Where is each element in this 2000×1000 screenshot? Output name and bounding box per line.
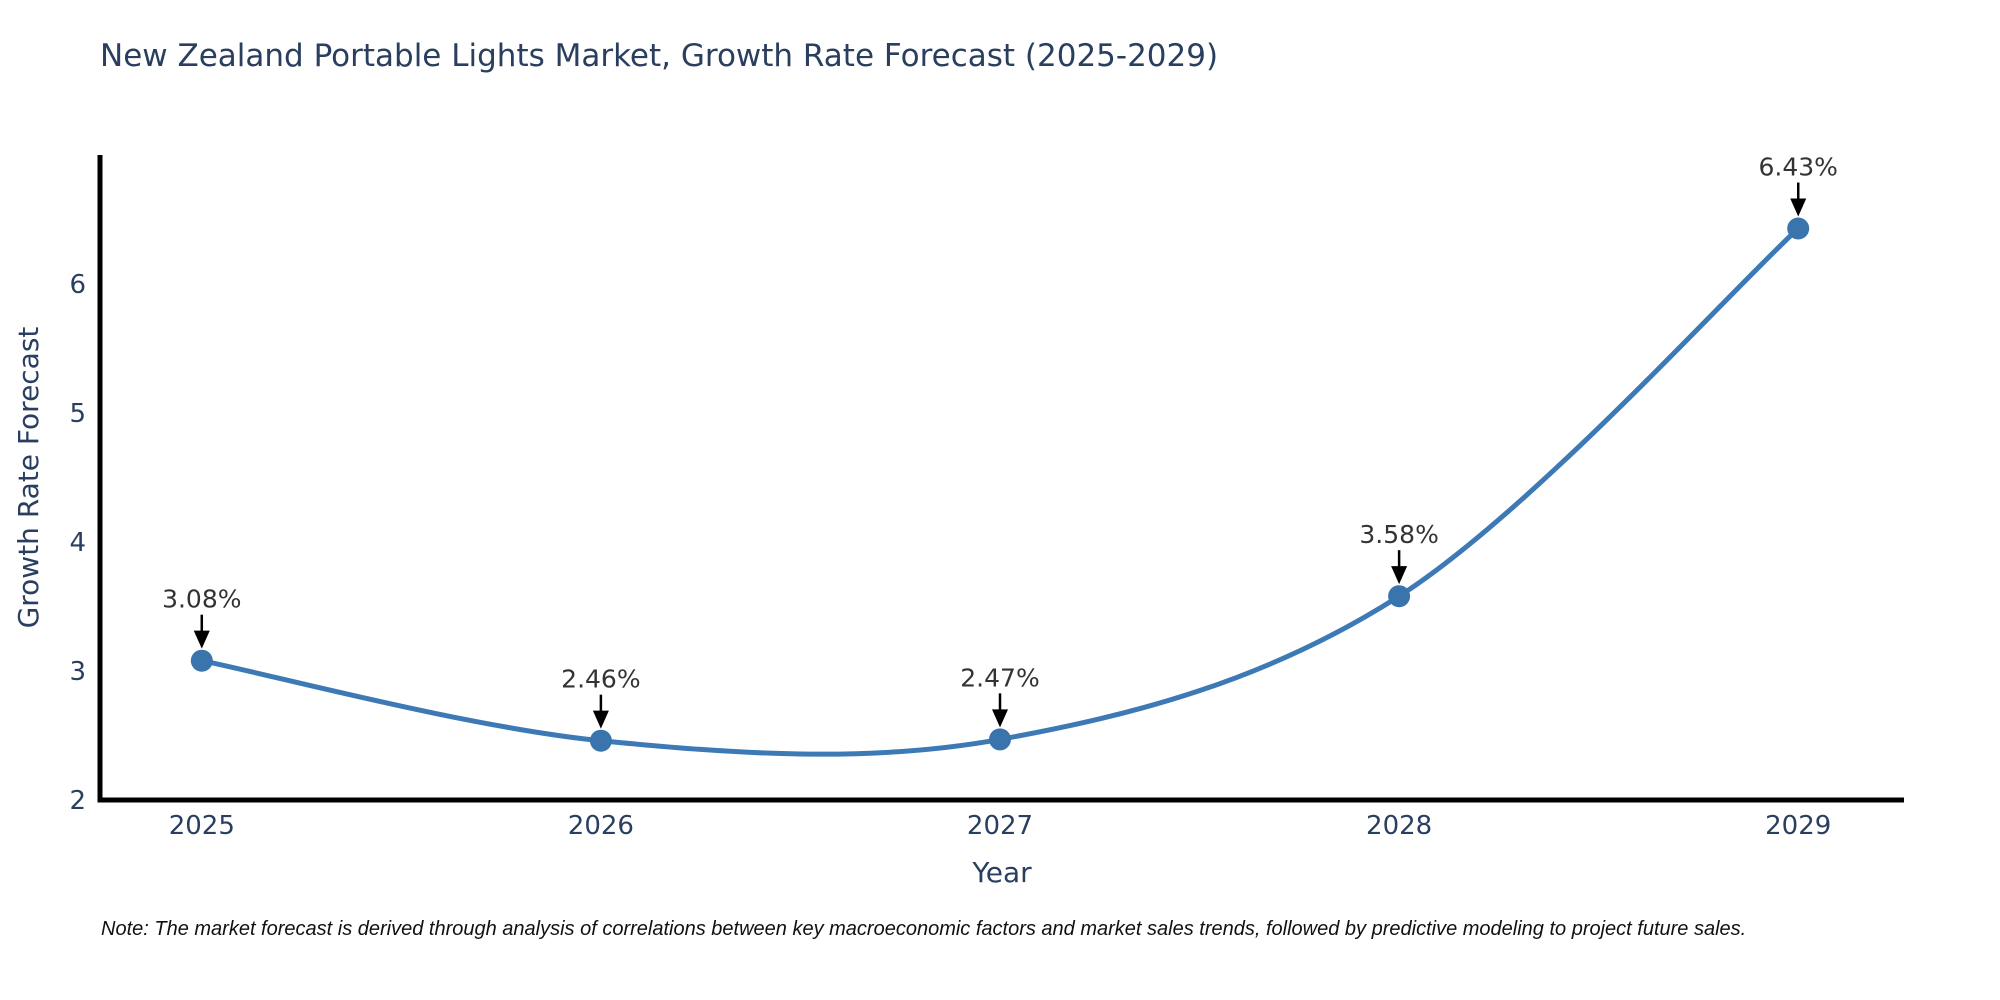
y-tick-label: 4 (69, 528, 86, 558)
x-tick-label: 2026 (568, 811, 634, 841)
axis-lines (97, 155, 1904, 803)
annotation-label: 3.58% (1359, 520, 1438, 549)
y-tick-label: 5 (69, 399, 86, 429)
data-point-marker (589, 729, 612, 752)
annotation-label: 2.46% (561, 665, 640, 694)
x-tick-label: 2029 (1765, 811, 1831, 841)
x-axis-title: Year (971, 856, 1032, 889)
y-tick-label: 3 (69, 657, 86, 687)
data-point-marker (989, 728, 1011, 751)
y-tick-label: 6 (69, 270, 86, 300)
annotation-label: 6.43% (1759, 153, 1838, 182)
annotation-label: 2.47% (960, 663, 1039, 692)
annotation-arrow-head-icon (1391, 566, 1408, 585)
data-point-marker (190, 649, 213, 672)
x-tick-label: 2028 (1366, 811, 1432, 841)
data-point-marker (1388, 585, 1411, 608)
annotation-arrow-head-icon (1790, 198, 1807, 217)
footnote: Note: The market forecast is derived thr… (101, 918, 1747, 940)
y-axis-title: Growth Rate Forecast (12, 327, 45, 629)
data-point-marker (1787, 217, 1810, 240)
annotation-arrow-head-icon (992, 709, 1009, 728)
x-tick-label: 2025 (169, 811, 235, 841)
annotation-arrow-head-icon (592, 710, 609, 729)
annotation-arrow-head-icon (193, 630, 210, 649)
y-tick-label: 2 (69, 786, 86, 816)
annotation-label: 3.08% (162, 585, 241, 614)
chart-title: New Zealand Portable Lights Market, Grow… (100, 38, 1219, 74)
x-tick-label: 2027 (967, 811, 1033, 841)
